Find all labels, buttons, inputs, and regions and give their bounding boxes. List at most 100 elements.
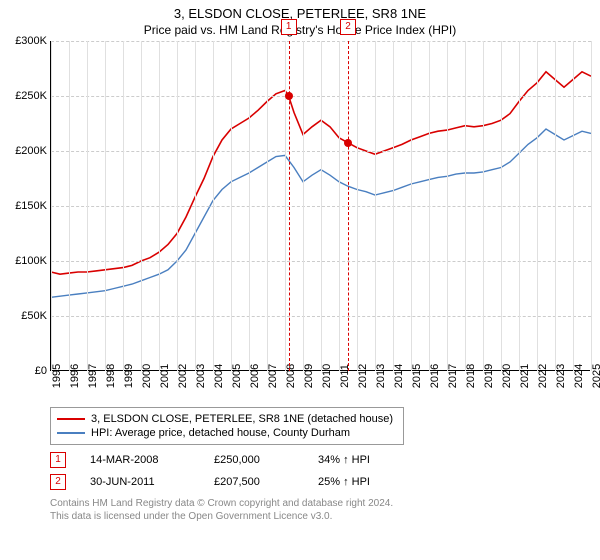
grid-line-vertical — [177, 41, 178, 371]
x-axis-label: 2001 — [159, 364, 171, 388]
legend-row: HPI: Average price, detached house, Coun… — [57, 426, 397, 440]
footer-text: Contains HM Land Registry data © Crown c… — [50, 493, 600, 523]
grid-line-vertical — [195, 41, 196, 371]
y-axis-label: £50K — [5, 310, 47, 322]
grid-line-vertical — [519, 41, 520, 371]
legend-row: 3, ELSDON CLOSE, PETERLEE, SR8 1NE (deta… — [57, 412, 397, 426]
grid-line-vertical — [303, 41, 304, 371]
transaction-row: 2 30-JUN-2011 £207,500 25% ↑ HPI — [50, 471, 600, 493]
transaction-row: 1 14-MAR-2008 £250,000 34% ↑ HPI — [50, 449, 600, 471]
transaction-delta: 25% ↑ HPI — [318, 476, 370, 488]
x-axis-label: 2020 — [501, 364, 513, 388]
x-axis-label: 2012 — [357, 364, 369, 388]
y-axis-label: £250K — [5, 90, 47, 102]
y-axis-label: £100K — [5, 255, 47, 267]
x-axis-label: 2011 — [339, 364, 351, 388]
x-axis-label: 2015 — [411, 364, 423, 388]
x-axis-label: 2025 — [591, 364, 600, 388]
x-axis-label: 2000 — [141, 364, 153, 388]
transaction-price: £250,000 — [214, 454, 294, 466]
chart-title: 3, ELSDON CLOSE, PETERLEE, SR8 1NE — [0, 0, 600, 21]
chart-subtitle: Price paid vs. HM Land Registry's House … — [0, 21, 600, 41]
x-axis-label: 2019 — [483, 364, 495, 388]
x-axis-label: 2024 — [573, 364, 585, 388]
transaction-price: £207,500 — [214, 476, 294, 488]
grid-line-vertical — [429, 41, 430, 371]
marker-dot-2 — [344, 139, 352, 147]
x-axis-label: 2016 — [429, 364, 441, 388]
x-axis-label: 2004 — [213, 364, 225, 388]
transaction-number-box: 1 — [50, 452, 66, 468]
x-axis-label: 2006 — [249, 364, 261, 388]
grid-line-vertical — [213, 41, 214, 371]
x-axis-label: 2008 — [285, 364, 297, 388]
chart-container: 3, ELSDON CLOSE, PETERLEE, SR8 1NE Price… — [0, 0, 600, 560]
grid-line-vertical — [141, 41, 142, 371]
x-axis-label: 2010 — [321, 364, 333, 388]
grid-line-vertical — [123, 41, 124, 371]
grid-line-vertical — [591, 41, 592, 371]
legend-label: 3, ELSDON CLOSE, PETERLEE, SR8 1NE (deta… — [91, 413, 393, 425]
grid-line-vertical — [249, 41, 250, 371]
grid-line-vertical — [87, 41, 88, 371]
x-axis-label: 1996 — [69, 364, 81, 388]
x-axis-label: 2005 — [231, 364, 243, 388]
legend-swatch — [57, 432, 85, 434]
legend-box: 3, ELSDON CLOSE, PETERLEE, SR8 1NE (deta… — [50, 407, 404, 445]
x-axis-label: 2007 — [267, 364, 279, 388]
grid-line-vertical — [231, 41, 232, 371]
grid-line-vertical — [393, 41, 394, 371]
grid-line-vertical — [375, 41, 376, 371]
x-axis-label: 1995 — [51, 364, 63, 388]
grid-line-vertical — [555, 41, 556, 371]
grid-line-vertical — [51, 41, 52, 371]
grid-line-vertical — [411, 41, 412, 371]
grid-line-vertical — [501, 41, 502, 371]
marker-box-1: 1 — [281, 19, 297, 35]
x-axis-label: 1997 — [87, 364, 99, 388]
y-axis-label: £0 — [5, 365, 47, 377]
marker-box-2: 2 — [340, 19, 356, 35]
grid-line-vertical — [573, 41, 574, 371]
x-axis-label: 2021 — [519, 364, 531, 388]
x-axis-label: 2013 — [375, 364, 387, 388]
grid-line-vertical — [483, 41, 484, 371]
grid-line-vertical — [69, 41, 70, 371]
grid-line-vertical — [159, 41, 160, 371]
marker-vline-2 — [348, 41, 349, 371]
x-axis-label: 2002 — [177, 364, 189, 388]
x-axis-label: 2023 — [555, 364, 567, 388]
y-axis-label: £200K — [5, 145, 47, 157]
plot-region: £0£50K£100K£150K£200K£250K£300K199519961… — [50, 41, 590, 371]
transaction-delta: 34% ↑ HPI — [318, 454, 370, 466]
x-axis-label: 2009 — [303, 364, 315, 388]
transaction-number-box: 2 — [50, 474, 66, 490]
x-axis-label: 1998 — [105, 364, 117, 388]
x-axis-label: 2003 — [195, 364, 207, 388]
x-axis-label: 2022 — [537, 364, 549, 388]
y-axis-label: £150K — [5, 200, 47, 212]
transaction-date: 30-JUN-2011 — [90, 476, 190, 488]
x-axis-label: 2018 — [465, 364, 477, 388]
y-axis-label: £300K — [5, 35, 47, 47]
footer-line-1: Contains HM Land Registry data © Crown c… — [50, 497, 600, 510]
grid-line-vertical — [357, 41, 358, 371]
transaction-date: 14-MAR-2008 — [90, 454, 190, 466]
grid-line-vertical — [267, 41, 268, 371]
transaction-rows: 1 14-MAR-2008 £250,000 34% ↑ HPI 2 30-JUN-201… — [50, 449, 600, 493]
legend-label: HPI: Average price, detached house, Coun… — [91, 427, 350, 439]
x-axis-label: 1999 — [123, 364, 135, 388]
marker-vline-1 — [289, 41, 290, 371]
x-axis-label: 2017 — [447, 364, 459, 388]
x-axis-label: 2014 — [393, 364, 405, 388]
legend-swatch — [57, 418, 85, 420]
grid-line-vertical — [537, 41, 538, 371]
grid-line-vertical — [339, 41, 340, 371]
grid-line-vertical — [447, 41, 448, 371]
marker-dot-1 — [285, 92, 293, 100]
grid-line-vertical — [285, 41, 286, 371]
grid-line-vertical — [321, 41, 322, 371]
chart-area: £0£50K£100K£150K£200K£250K£300K199519961… — [50, 41, 590, 401]
footer-line-2: This data is licensed under the Open Gov… — [50, 510, 600, 523]
grid-line-vertical — [105, 41, 106, 371]
